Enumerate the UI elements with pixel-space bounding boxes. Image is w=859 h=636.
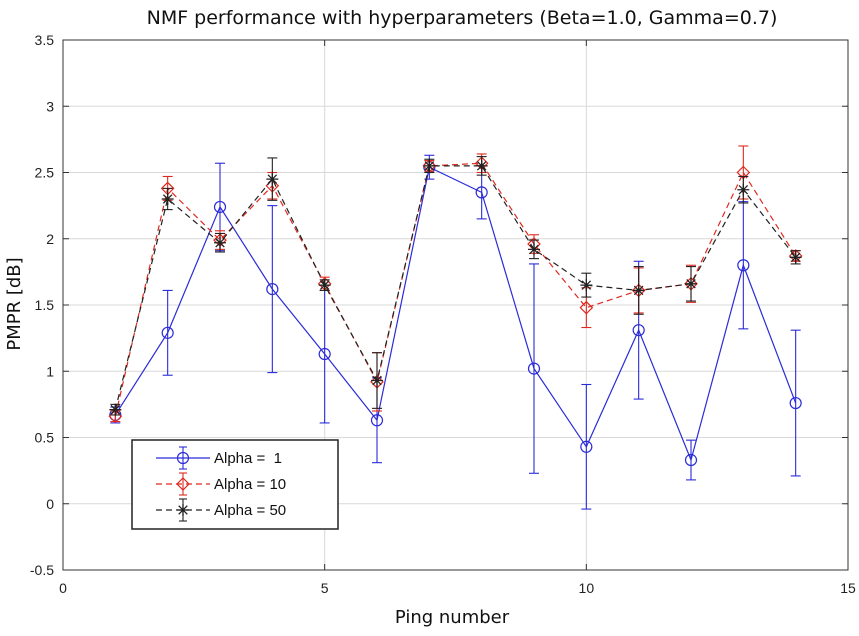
data-point (109, 403, 122, 416)
data-point (632, 324, 645, 337)
series-1 (109, 154, 802, 510)
data-point (423, 159, 436, 172)
legend-label: Alpha = 10 (214, 476, 286, 493)
legend-label: Alpha = 50 (214, 502, 286, 519)
data-point (108, 409, 123, 424)
data-point (684, 453, 698, 467)
data-point (580, 279, 593, 292)
x-tick-label: 5 (321, 580, 329, 596)
data-point (213, 200, 227, 214)
y-tick-label: 1.5 (35, 297, 55, 313)
series-line (114, 165, 797, 410)
y-tick-label: -0.5 (30, 562, 54, 578)
x-tick-label: 0 (59, 580, 67, 596)
legend-marker (176, 451, 190, 465)
chart-title: NMF performance with hyperparameters (Be… (147, 7, 778, 29)
series-line (114, 166, 797, 462)
data-point (789, 251, 802, 264)
data-point (737, 183, 750, 196)
y-tick-label: 2.5 (35, 165, 55, 181)
data-point (632, 284, 645, 297)
y-tick-label: 3 (46, 98, 54, 114)
x-axis-label: Ping number (395, 607, 510, 628)
data-point (266, 173, 279, 186)
data-point (528, 243, 540, 256)
y-tick-label: 3.5 (35, 32, 55, 48)
legend-marker (176, 477, 190, 491)
data-point (475, 186, 488, 199)
legend-marker (177, 504, 189, 516)
data-point (527, 362, 541, 375)
data-point (318, 279, 331, 292)
y-tick-label: 2 (46, 231, 54, 247)
data-point (214, 236, 226, 249)
series-3 (109, 156, 802, 416)
data-point (580, 440, 593, 453)
data-point (685, 277, 697, 290)
data-point (318, 347, 331, 361)
series-line (114, 162, 797, 417)
data-point (475, 159, 488, 172)
y-tick-label: 0 (46, 496, 54, 512)
data-point (737, 259, 750, 272)
x-tick-label: 15 (840, 580, 856, 596)
data-point (371, 374, 383, 387)
x-tick-label: 10 (579, 580, 595, 596)
y-tick-label: 1 (46, 363, 54, 379)
data-point (579, 300, 594, 315)
data-point (370, 414, 384, 427)
data-point (161, 326, 174, 339)
data-point (161, 193, 174, 205)
data-point (789, 396, 802, 410)
legend: Alpha = 1 Alpha = 10 Alpha = 50 (131, 439, 339, 530)
y-tick-label: 0.5 (35, 430, 55, 446)
data-point (266, 283, 279, 296)
legend-label: Alpha = 1 (214, 450, 282, 467)
y-axis-label: PMPR [dB] (4, 257, 25, 350)
